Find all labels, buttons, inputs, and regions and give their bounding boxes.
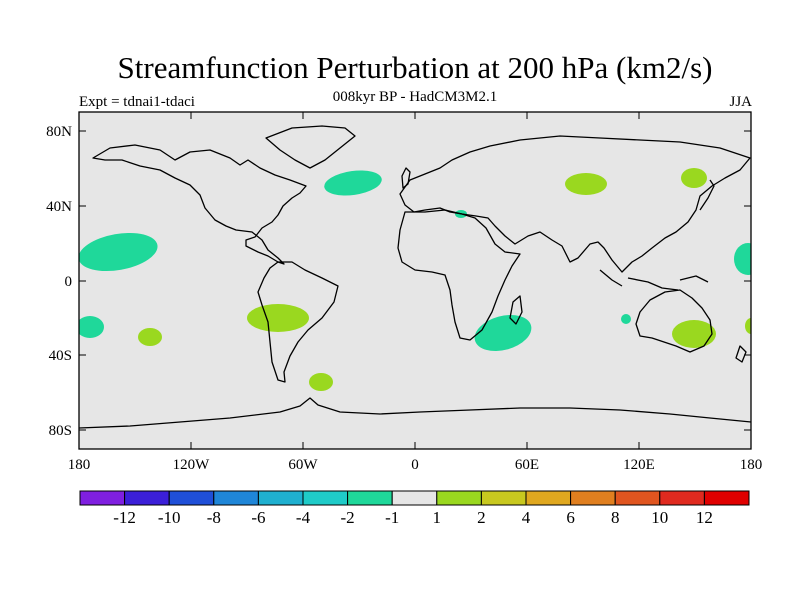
colorbar-box (347, 490, 393, 506)
colorbar-box (659, 490, 705, 506)
coastline-greenland (265, 125, 356, 169)
colorbar-label: -4 (296, 508, 311, 527)
coastline-madagascar (509, 295, 523, 325)
colorbar-box (213, 490, 259, 506)
map-subtitle: 008kyr BP - HadCM3M2.1 (332, 89, 498, 105)
anomaly-south-pacific-west (79, 316, 104, 338)
colorbar-label: -8 (207, 508, 221, 527)
coastline-eurasia (399, 135, 751, 273)
coastline-antarctica (79, 397, 751, 429)
colorbar-box (302, 490, 349, 506)
colorbar-box (124, 490, 170, 506)
anomaly-south-africa (474, 314, 532, 352)
lon-label-120e: 120E (623, 457, 655, 473)
negative-anomaly-regions (79, 170, 751, 352)
coastline-japan (699, 179, 715, 211)
anomaly-north-atlantic (324, 170, 382, 196)
colorbar-box (525, 490, 572, 506)
anomaly-tropical-pacific-west (79, 232, 158, 272)
season-label: JJA (729, 94, 752, 110)
colorbar-label: 4 (522, 508, 531, 527)
colorbar-box (79, 490, 126, 506)
latitude-labels: 80N 40N 0 40S 80S (46, 124, 72, 439)
colorbar-box (391, 490, 438, 506)
coastline-new-zealand (735, 345, 747, 363)
lon-label-60w: 60W (288, 457, 318, 473)
anomaly-south-pacific (138, 328, 162, 346)
colorbar-box (257, 490, 304, 506)
coastline-indonesia (599, 269, 709, 291)
colorbar-label: -1 (385, 508, 399, 527)
colorbar-label: 10 (651, 508, 668, 527)
lon-label-60e: 60E (515, 457, 539, 473)
colorbar-label: 8 (611, 508, 620, 527)
anomaly-central-asia (565, 173, 607, 195)
colorbar-label: -12 (113, 508, 136, 527)
colorbar-label: 2 (477, 508, 486, 527)
colorbar-label: -10 (158, 508, 181, 527)
lon-label-180e: 180 (740, 457, 763, 473)
coastline-north-america (92, 144, 307, 265)
colorbar: -12 -10 -8 -6 -4 -2 -1 1 2 4 6 8 10 12 (79, 490, 750, 527)
anomaly-west-pacific (734, 243, 751, 275)
lat-label-80n: 80N (46, 124, 72, 140)
lat-label-0: 0 (65, 274, 73, 290)
lat-label-40s: 40S (49, 348, 72, 364)
anomaly-east-asia (681, 168, 707, 188)
lat-label-80s: 80S (49, 423, 72, 439)
colorbar-label: 6 (566, 508, 575, 527)
colorbar-box (480, 490, 527, 506)
colorbar-box (570, 490, 616, 506)
anomaly-south-america (247, 304, 309, 332)
lon-label-0: 0 (411, 457, 419, 473)
colorbar-box (436, 490, 482, 506)
colorbar-label: -6 (251, 508, 265, 527)
colorbar-label: 12 (696, 508, 713, 527)
anomaly-south-atlantic (309, 373, 333, 391)
coastline-africa (397, 209, 521, 341)
anomaly-australia (672, 320, 716, 348)
coastline-uk (401, 167, 411, 189)
experiment-label: Expt = tdnai1-tdaci (79, 94, 195, 110)
coastline-south-america (257, 261, 339, 383)
anomaly-east-indian-ocean (745, 318, 751, 334)
lon-label-120w: 120W (173, 457, 211, 473)
axis-ticks (79, 112, 751, 449)
colorbar-box (614, 490, 661, 506)
colorbar-box (168, 490, 215, 506)
lat-label-40n: 40N (46, 199, 72, 215)
colorbar-box (703, 490, 750, 506)
colorbar-label: -2 (341, 508, 355, 527)
map-title: Streamfunction Perturbation at 200 hPa (… (117, 50, 713, 85)
coastline-australia (635, 289, 713, 353)
longitude-labels: 180 120W 60W 0 60E 120E 180 (68, 457, 763, 473)
coastlines (79, 125, 751, 429)
colorbar-label: 1 (433, 508, 442, 527)
lon-label-180w: 180 (68, 457, 91, 473)
map-background (79, 112, 751, 449)
anomaly-west-australia (621, 314, 631, 324)
positive-anomaly-regions (138, 168, 751, 391)
